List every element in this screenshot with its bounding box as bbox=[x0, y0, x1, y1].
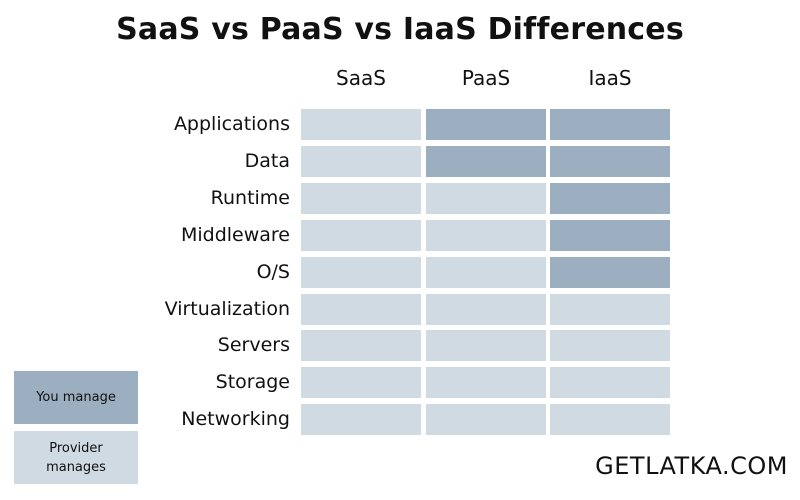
cell-o-s-saas bbox=[301, 257, 421, 288]
column-header-paas: PaaS bbox=[461, 66, 511, 90]
cell-networking-saas bbox=[301, 404, 421, 435]
legend-provider-line2: manages bbox=[46, 459, 106, 475]
row-label-runtime: Runtime bbox=[210, 187, 290, 209]
cell-storage-paas bbox=[426, 367, 546, 398]
legend-you-manage: You manage bbox=[14, 371, 138, 424]
cell-middleware-saas bbox=[301, 220, 421, 251]
cell-runtime-iaas bbox=[550, 183, 670, 214]
row-label-applications: Applications bbox=[173, 113, 290, 135]
cell-storage-iaas bbox=[550, 367, 670, 398]
cell-servers-iaas bbox=[550, 330, 670, 361]
legend-provider-manages-label: Provider manages bbox=[46, 439, 106, 477]
cell-servers-paas bbox=[426, 330, 546, 361]
cell-networking-iaas bbox=[550, 404, 670, 435]
cell-data-paas bbox=[426, 146, 546, 177]
legend-provider-manages: Provider manages bbox=[14, 431, 138, 484]
page-title: SaaS vs PaaS vs IaaS Differences bbox=[116, 12, 684, 47]
brand-watermark: GETLATKA.COM bbox=[595, 452, 788, 480]
cell-o-s-iaas bbox=[550, 257, 670, 288]
cell-virtualization-saas bbox=[301, 294, 421, 325]
cell-data-saas bbox=[301, 146, 421, 177]
row-label-data: Data bbox=[244, 150, 290, 172]
row-label-middleware: Middleware bbox=[180, 224, 290, 246]
cell-middleware-iaas bbox=[550, 220, 670, 251]
row-label-servers: Servers bbox=[217, 334, 290, 356]
cell-runtime-saas bbox=[301, 183, 421, 214]
cell-applications-saas bbox=[301, 109, 421, 140]
row-label-virtualization: Virtualization bbox=[164, 298, 290, 320]
cell-applications-iaas bbox=[550, 109, 670, 140]
legend-you-manage-label: You manage bbox=[36, 390, 116, 405]
cell-applications-paas bbox=[426, 109, 546, 140]
cell-servers-saas bbox=[301, 330, 421, 361]
cell-runtime-paas bbox=[426, 183, 546, 214]
column-header-iaas: IaaS bbox=[588, 66, 632, 90]
column-header-saas: SaaS bbox=[336, 66, 386, 90]
cell-virtualization-paas bbox=[426, 294, 546, 325]
cell-networking-paas bbox=[426, 404, 546, 435]
cell-o-s-paas bbox=[426, 257, 546, 288]
row-label-storage: Storage bbox=[215, 371, 290, 393]
cell-virtualization-iaas bbox=[550, 294, 670, 325]
legend-provider-line1: Provider bbox=[49, 440, 103, 456]
cell-storage-saas bbox=[301, 367, 421, 398]
cell-data-iaas bbox=[550, 146, 670, 177]
row-label-o-s: O/S bbox=[256, 261, 290, 283]
cell-middleware-paas bbox=[426, 220, 546, 251]
row-label-networking: Networking bbox=[181, 408, 290, 430]
